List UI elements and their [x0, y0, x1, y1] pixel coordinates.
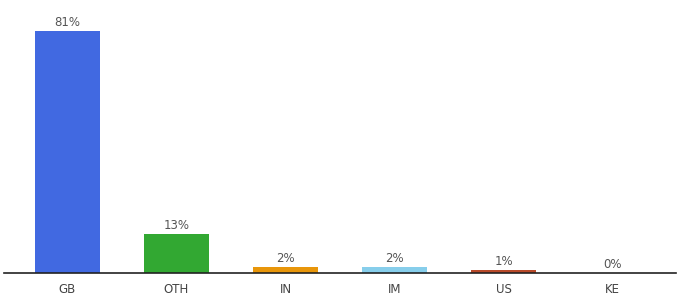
Text: 1%: 1% [494, 255, 513, 268]
Bar [471, 270, 537, 273]
Text: 2%: 2% [385, 252, 404, 265]
Text: 13%: 13% [163, 219, 190, 232]
Bar [35, 31, 100, 273]
Bar [143, 234, 209, 273]
Bar [253, 267, 318, 273]
Text: 81%: 81% [54, 16, 80, 29]
Text: 0%: 0% [603, 258, 622, 271]
Text: 2%: 2% [276, 252, 295, 265]
Bar [362, 267, 427, 273]
